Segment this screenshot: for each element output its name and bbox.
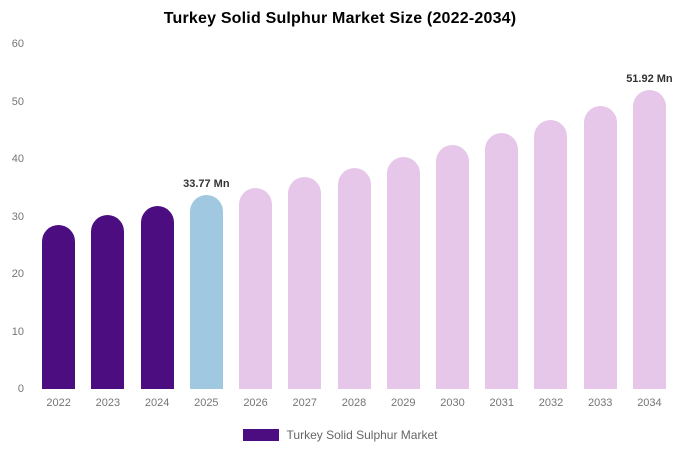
y-axis: 0 10 20 30 40 50 60 [0, 38, 28, 395]
x-tick-label: 2022 [46, 397, 71, 409]
x-tick-label: 2024 [144, 397, 170, 409]
bar-column: 51.92 Mn [625, 44, 674, 389]
x-tick-label: 2034 [637, 397, 662, 409]
bar-column [526, 44, 575, 389]
legend: Turkey Solid Sulphur Market [0, 428, 680, 442]
bar-column [428, 44, 477, 389]
bar-column: 33.77 Mn [182, 44, 231, 389]
y-tick-label: 30 [11, 210, 24, 223]
bar-column [477, 44, 526, 389]
x-tick-label: 2025 [194, 397, 219, 409]
legend-label: Turkey Solid Sulphur Market [286, 428, 438, 442]
x-tick-label: 2030 [440, 397, 465, 409]
bar-column [329, 44, 378, 389]
x-tick-label: 2027 [292, 397, 318, 409]
legend-swatch [242, 429, 279, 441]
bar-value-label: 51.92 Mn [626, 73, 673, 86]
bar-value-label: 33.77 Mn [183, 177, 230, 190]
x-tick-label: 2023 [95, 397, 121, 409]
bar [189, 194, 223, 389]
y-tick-label: 20 [11, 268, 24, 280]
bar-column [83, 44, 132, 389]
x-tick-label: 2029 [391, 397, 416, 409]
y-tick-label: 50 [11, 95, 24, 108]
bar [239, 187, 273, 389]
y-tick-label: 10 [11, 325, 24, 338]
x-tick-label: 2026 [243, 397, 268, 409]
x-tick-label: 2028 [341, 397, 367, 409]
bar [485, 132, 519, 389]
chart-title: Turkey Solid Sulphur Market Size (2022-2… [163, 10, 517, 27]
plot-area: 33.77 Mn 51.92 Mn [34, 44, 674, 389]
bar [534, 119, 568, 389]
bar [91, 214, 125, 389]
y-tick-label: 0 [17, 383, 24, 395]
bar [42, 224, 76, 389]
bar-column [379, 44, 428, 389]
bar-column [132, 44, 181, 389]
x-tick-label: 2033 [587, 397, 613, 409]
bar-column [231, 44, 280, 389]
bar [435, 144, 469, 389]
y-tick-label: 60 [11, 38, 24, 50]
bar [337, 167, 371, 389]
bar [140, 205, 174, 389]
bar-column [280, 44, 329, 389]
bar [386, 156, 420, 389]
bar-column [576, 44, 625, 389]
y-tick-label: 40 [11, 153, 24, 165]
x-axis: 2022 2023 2024 2025 2026 2027 2028 2029 2030 2031… [34, 397, 674, 409]
bar [583, 106, 617, 389]
bar [288, 177, 322, 389]
x-tick-label: 2031 [489, 397, 514, 409]
x-tick-label: 2032 [538, 397, 564, 409]
bar-column [34, 44, 83, 389]
bar [632, 90, 666, 389]
